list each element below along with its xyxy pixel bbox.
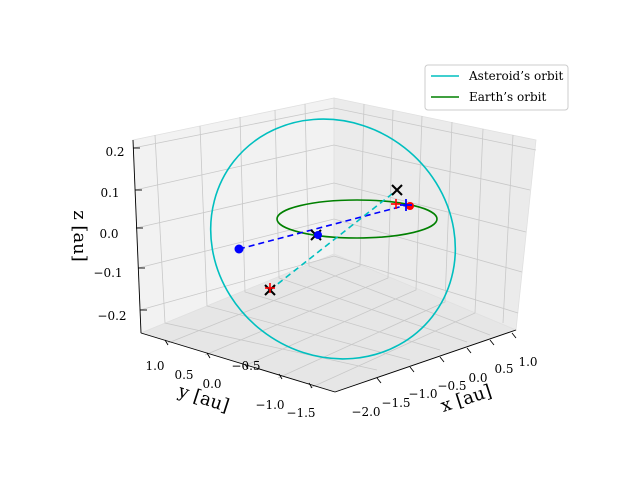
z-tick-label: 0.1 bbox=[100, 186, 119, 200]
earth-orbit-line bbox=[276, 199, 438, 239]
y-grid-line bbox=[239, 116, 441, 351]
y-tick-label: −0.5 bbox=[231, 359, 260, 373]
blue-dashed-connector bbox=[238, 204, 408, 250]
x-grid-line bbox=[502, 134, 514, 324]
y-tick-label: −1.0 bbox=[255, 398, 284, 412]
blue-dot-marker bbox=[234, 244, 244, 254]
asteroid-orbit-line bbox=[209, 118, 457, 360]
grid bbox=[132, 103, 537, 389]
z-tick-label: −0.2 bbox=[97, 309, 126, 323]
y-grid-line bbox=[304, 103, 491, 336]
x-tick-mark bbox=[409, 366, 415, 373]
x-tick-mark bbox=[466, 347, 472, 354]
x-grid-line bbox=[241, 115, 423, 368]
blue-dot-marker bbox=[314, 231, 322, 239]
x-axis-line bbox=[334, 329, 517, 393]
red-plus-marker bbox=[265, 283, 275, 293]
y-tick-mark bbox=[206, 352, 211, 359]
y-tick-mark bbox=[164, 339, 169, 346]
legend-earth-label: Earth’s orbit bbox=[469, 90, 546, 104]
x-grid-line bbox=[167, 103, 365, 344]
x-tick-label: −2.0 bbox=[351, 405, 380, 419]
cyan-dashed-connector bbox=[269, 189, 398, 291]
tick-marks bbox=[133, 147, 517, 389]
y-tick-label: 0.5 bbox=[174, 368, 193, 382]
z-grid-line bbox=[134, 144, 531, 191]
x-tick-label: −1.0 bbox=[408, 387, 437, 401]
axes-panes bbox=[132, 97, 537, 393]
axis-lines bbox=[132, 139, 517, 393]
legend-box bbox=[424, 64, 569, 111]
z-tick-label: 0.0 bbox=[99, 227, 118, 241]
red-plus-marker bbox=[391, 199, 401, 209]
x-grid-line bbox=[277, 121, 453, 379]
x-grid-line bbox=[309, 128, 484, 389]
x-tick-mark bbox=[489, 339, 495, 346]
y-tick-label: 1.0 bbox=[145, 359, 164, 373]
z-tick-label: 0.2 bbox=[105, 145, 124, 159]
y-tick-mark bbox=[278, 373, 283, 380]
y-grid-line bbox=[199, 125, 411, 361]
blue-plus-marker bbox=[400, 199, 412, 211]
red-dot-marker bbox=[406, 202, 414, 210]
x-tick-label: −0.5 bbox=[437, 379, 466, 393]
markers bbox=[234, 184, 414, 296]
z-grid-line bbox=[137, 218, 523, 273]
tick-labels: 0.2 0.1 0.0 −0.1 −0.2 1.0 0.5 0.0 −0.5 −… bbox=[93, 145, 537, 420]
z-axis-line bbox=[132, 139, 142, 334]
y-tick-mark bbox=[308, 382, 313, 389]
y-tick-mark bbox=[244, 363, 249, 370]
y-tick-label: −1.5 bbox=[286, 406, 315, 420]
legend: Asteroid’s orbit Earth’s orbit bbox=[424, 64, 569, 111]
x-tick-mark bbox=[511, 332, 517, 339]
y-axis-line bbox=[140, 332, 336, 393]
x-grid-line bbox=[204, 109, 394, 356]
legend-asteroid-label: Asteroid’s orbit bbox=[468, 69, 563, 83]
z-tick-label: −0.1 bbox=[93, 266, 122, 280]
z-axis-label: z [au] bbox=[69, 210, 90, 262]
x-tick-label: −1.5 bbox=[381, 396, 410, 410]
x-tick-label: 1.0 bbox=[518, 355, 537, 369]
x-tick-mark bbox=[376, 377, 382, 384]
x-tick-label: 0.0 bbox=[468, 371, 487, 385]
y-tick-label: 0.0 bbox=[202, 377, 221, 391]
z-grid-line bbox=[135, 182, 527, 233]
z-grid-line bbox=[139, 255, 519, 314]
x-tick-mark bbox=[439, 356, 445, 363]
x-tick-label: 0.5 bbox=[494, 362, 513, 376]
black-cross-marker bbox=[391, 184, 403, 196]
